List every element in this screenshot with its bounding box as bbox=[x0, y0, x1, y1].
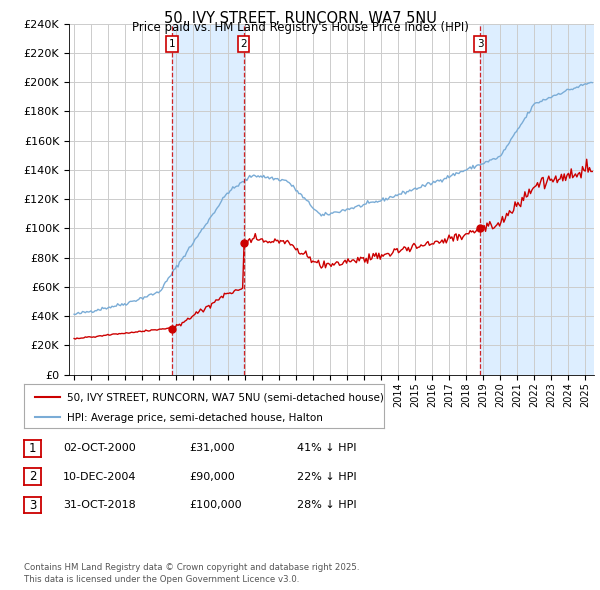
Text: 28% ↓ HPI: 28% ↓ HPI bbox=[297, 500, 356, 510]
Text: £31,000: £31,000 bbox=[189, 444, 235, 453]
Bar bbox=[481, 24, 594, 375]
Text: 1: 1 bbox=[29, 442, 36, 455]
Text: 2: 2 bbox=[29, 470, 36, 483]
Text: 3: 3 bbox=[477, 39, 484, 49]
Text: 02-OCT-2000: 02-OCT-2000 bbox=[63, 444, 136, 453]
Text: 31-OCT-2018: 31-OCT-2018 bbox=[63, 500, 136, 510]
Text: 50, IVY STREET, RUNCORN, WA7 5NU (semi-detached house): 50, IVY STREET, RUNCORN, WA7 5NU (semi-d… bbox=[67, 393, 384, 402]
Text: 1: 1 bbox=[169, 39, 175, 49]
Text: £90,000: £90,000 bbox=[189, 472, 235, 481]
Bar bbox=[172, 24, 244, 375]
Text: Price paid vs. HM Land Registry's House Price Index (HPI): Price paid vs. HM Land Registry's House … bbox=[131, 21, 469, 34]
Text: 10-DEC-2004: 10-DEC-2004 bbox=[63, 472, 137, 481]
Text: Contains HM Land Registry data © Crown copyright and database right 2025.
This d: Contains HM Land Registry data © Crown c… bbox=[24, 563, 359, 584]
Text: HPI: Average price, semi-detached house, Halton: HPI: Average price, semi-detached house,… bbox=[67, 412, 323, 422]
Text: 3: 3 bbox=[29, 499, 36, 512]
Text: 41% ↓ HPI: 41% ↓ HPI bbox=[297, 444, 356, 453]
Text: 2: 2 bbox=[240, 39, 247, 49]
Text: 22% ↓ HPI: 22% ↓ HPI bbox=[297, 472, 356, 481]
Text: £100,000: £100,000 bbox=[189, 500, 242, 510]
Text: 50, IVY STREET, RUNCORN, WA7 5NU: 50, IVY STREET, RUNCORN, WA7 5NU bbox=[164, 11, 436, 25]
